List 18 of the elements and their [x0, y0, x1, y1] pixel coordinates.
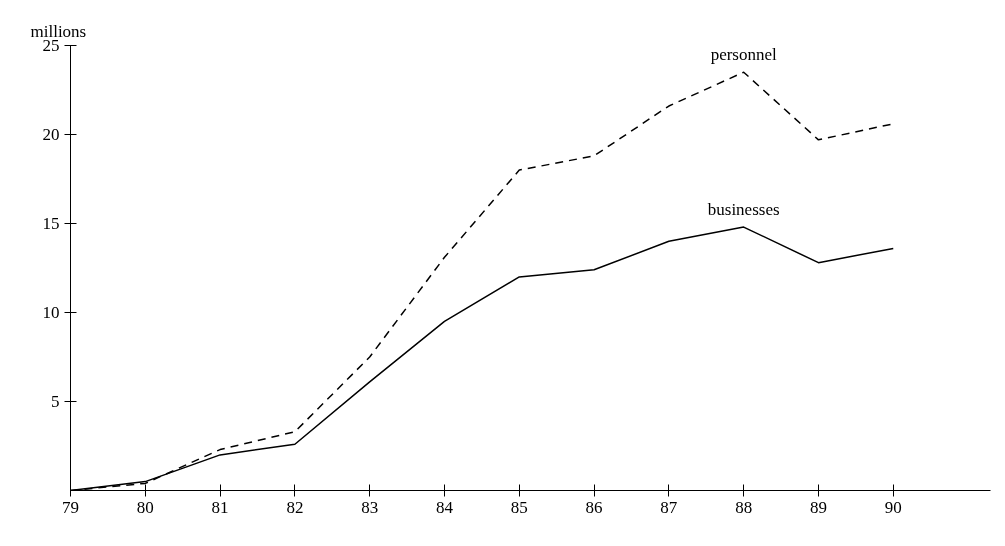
y-tick-label: 20 — [42, 125, 60, 144]
x-tick-label: 87 — [660, 497, 678, 517]
x-tick-label: 88 — [735, 497, 753, 517]
y-tick-label: 10 — [42, 303, 60, 322]
x-tick-label: 81 — [211, 497, 229, 517]
series-label: personnel — [710, 45, 777, 65]
x-tick-label: 86 — [585, 497, 603, 517]
x-tick-label: 90 — [884, 497, 902, 517]
y-tick-label: 15 — [42, 214, 60, 233]
x-tick-label: 89 — [809, 497, 827, 517]
x-tick-label: 84 — [435, 497, 454, 517]
x-tick-label: 82 — [286, 497, 304, 517]
series-label: businesses — [707, 200, 780, 220]
x-tick-label: 79 — [62, 497, 79, 517]
y-tick-label: 5 — [51, 392, 60, 411]
x-tick-label: 83 — [361, 497, 379, 517]
x-tick-label: 80 — [136, 497, 154, 517]
x-tick-label: 85 — [510, 497, 528, 517]
